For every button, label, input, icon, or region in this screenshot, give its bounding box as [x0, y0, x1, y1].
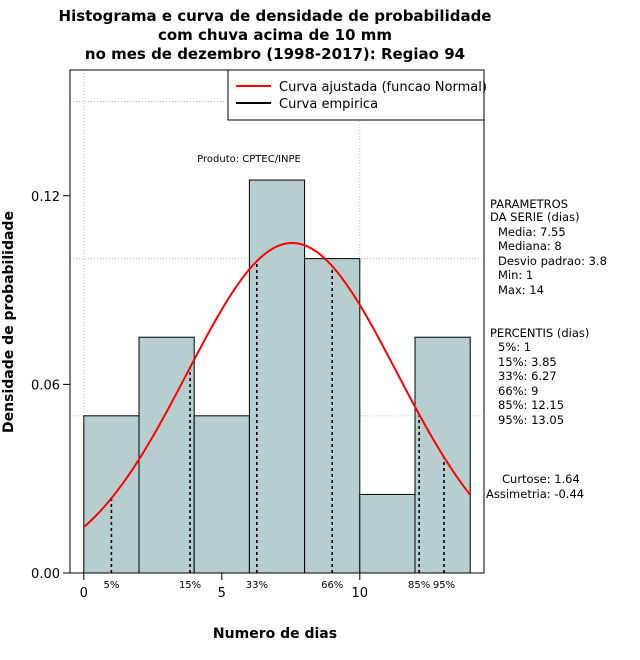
legend: Curva ajustada (funcao Normal) Curva emp… [227, 69, 487, 121]
legend-box [227, 69, 485, 121]
param-max: Max: 14 [498, 283, 544, 297]
bars-layer [83, 179, 471, 574]
percentile-label-5: 95% [433, 580, 455, 591]
percentile-label-2: 33% [246, 580, 268, 591]
normal-curve-line [83, 241, 471, 528]
param-desvio: Desvio padrao: 3.8 [498, 254, 607, 268]
y-axis-title: Densidade de probabilidade [1, 211, 17, 433]
percentile-lines-layer: 5% 15% 33% 66% 85% 95% [103, 261, 455, 591]
x-tick-label-1: 5 [218, 586, 226, 601]
percentile-label-1: 15% [179, 580, 201, 591]
chart-title-line-3: no mes de dezembro (1998-2017): Regiao 9… [85, 45, 465, 63]
params-subtitle: DA SERIE (dias) [490, 210, 580, 224]
y-axis: 0.00 0.06 0.12 [31, 190, 71, 582]
param-min: Min: 1 [498, 268, 533, 282]
x-axis-title: Numero de dias [213, 626, 337, 642]
percentil-33: 33%: 6.27 [498, 369, 557, 383]
percentil-15: 15%: 3.85 [498, 355, 557, 369]
histogram-bar-1 [138, 336, 195, 574]
x-tick-label-0: 0 [80, 586, 88, 601]
chart-title-line-1: Histograma e curva de densidade de proba… [59, 7, 492, 25]
percentis-title: PERCENTIS (dias) [490, 326, 589, 340]
percentil-85: 85%: 12.15 [498, 398, 564, 412]
curve-layer [83, 241, 471, 528]
curtose-value: Curtose: 1.64 [502, 472, 580, 486]
product-annotation: Produto: CPTEC/INPE [197, 154, 301, 165]
histogram-bar-3 [248, 179, 306, 574]
histogram-bar-2 [193, 415, 250, 574]
chart-title-line-2: com chuva acima de 10 mm [158, 26, 392, 44]
side-panel: PARAMETROS DA SERIE (dias) Media: 7.55 M… [486, 197, 607, 501]
x-axis: 0 5 10 [80, 572, 369, 601]
y-tick-label-2: 0.12 [31, 190, 60, 205]
param-mediana: Mediana: 8 [498, 239, 562, 253]
y-tick-label-1: 0.06 [31, 378, 60, 393]
percentile-label-4: 85% [408, 580, 430, 591]
x-tick-label-2: 10 [352, 586, 369, 601]
percentil-5: 5%: 1 [498, 340, 531, 354]
percentile-label-3: 66% [321, 580, 343, 591]
y-tick-label-0: 0.00 [31, 567, 60, 582]
param-media: Media: 7.55 [498, 225, 566, 239]
assimetria-value: Assimetria: -0.44 [486, 487, 584, 501]
histogram-bar-5 [359, 493, 416, 574]
percentile-label-0: 5% [103, 580, 119, 591]
percentil-66: 66%: 9 [498, 384, 538, 398]
legend-empirical-label: Curva empirica [279, 97, 378, 112]
legend-normal-label: Curva ajustada (funcao Normal) [279, 80, 487, 95]
histogram-bar-0 [83, 415, 140, 574]
percentil-95: 95%: 13.05 [498, 413, 564, 427]
params-title: PARAMETROS [490, 197, 568, 211]
